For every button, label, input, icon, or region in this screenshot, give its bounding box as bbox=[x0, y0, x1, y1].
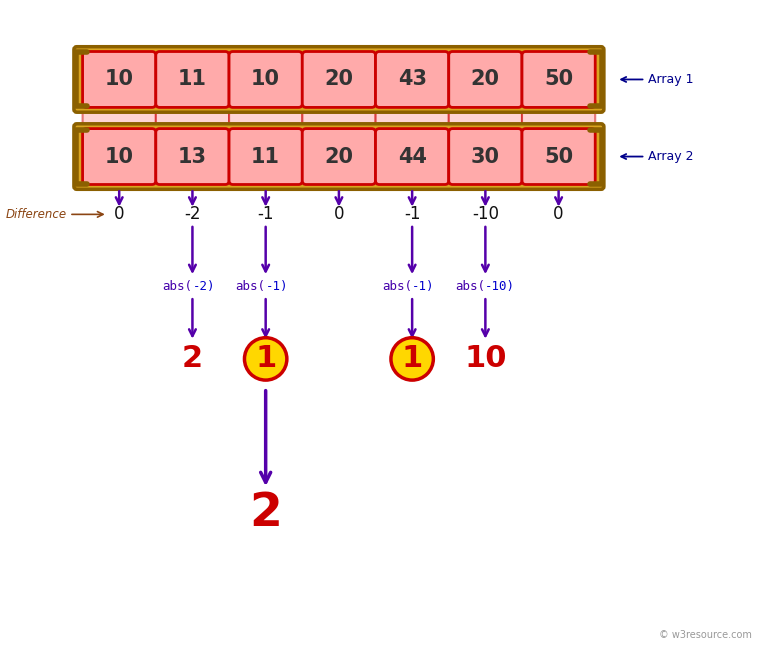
Text: 10: 10 bbox=[105, 147, 134, 166]
Text: 2: 2 bbox=[182, 345, 203, 374]
FancyBboxPatch shape bbox=[375, 51, 448, 108]
Text: 11: 11 bbox=[178, 69, 207, 90]
FancyBboxPatch shape bbox=[302, 51, 375, 108]
Text: 50: 50 bbox=[544, 69, 573, 90]
Text: abs(: abs( bbox=[163, 280, 192, 293]
Text: -1): -1) bbox=[266, 280, 288, 293]
Text: 0: 0 bbox=[114, 205, 125, 223]
FancyBboxPatch shape bbox=[448, 51, 522, 108]
FancyBboxPatch shape bbox=[83, 129, 156, 185]
Text: abs(: abs( bbox=[236, 280, 266, 293]
FancyBboxPatch shape bbox=[375, 129, 448, 185]
Text: -1: -1 bbox=[404, 205, 420, 223]
Ellipse shape bbox=[391, 338, 433, 380]
FancyBboxPatch shape bbox=[156, 51, 229, 185]
Text: Difference: Difference bbox=[6, 208, 67, 221]
Text: -1: -1 bbox=[258, 205, 274, 223]
Text: -10: -10 bbox=[472, 205, 499, 223]
Text: 0: 0 bbox=[553, 205, 564, 223]
Text: -2: -2 bbox=[184, 205, 201, 223]
Text: 1: 1 bbox=[401, 345, 423, 374]
FancyBboxPatch shape bbox=[302, 129, 375, 185]
Text: 43: 43 bbox=[397, 69, 426, 90]
Text: Array 2: Array 2 bbox=[621, 150, 694, 163]
Text: -10): -10) bbox=[486, 280, 515, 293]
Text: 10: 10 bbox=[251, 69, 280, 90]
Text: 20: 20 bbox=[325, 69, 353, 90]
Text: abs(: abs( bbox=[455, 280, 486, 293]
FancyBboxPatch shape bbox=[229, 129, 302, 185]
FancyBboxPatch shape bbox=[302, 51, 375, 185]
FancyBboxPatch shape bbox=[156, 129, 229, 185]
Text: 50: 50 bbox=[544, 147, 573, 166]
Text: -2): -2) bbox=[192, 280, 215, 293]
Text: 10: 10 bbox=[105, 69, 134, 90]
FancyBboxPatch shape bbox=[448, 129, 522, 185]
FancyBboxPatch shape bbox=[229, 51, 302, 185]
Text: 20: 20 bbox=[471, 69, 500, 90]
Ellipse shape bbox=[245, 338, 287, 380]
FancyBboxPatch shape bbox=[375, 51, 448, 185]
Text: 1: 1 bbox=[255, 345, 277, 374]
Text: 11: 11 bbox=[251, 147, 280, 166]
Text: -1): -1) bbox=[412, 280, 435, 293]
Text: abs(: abs( bbox=[382, 280, 412, 293]
Text: 13: 13 bbox=[178, 147, 207, 166]
Text: 30: 30 bbox=[471, 147, 500, 166]
FancyBboxPatch shape bbox=[229, 51, 302, 108]
Text: 2: 2 bbox=[249, 490, 282, 535]
FancyBboxPatch shape bbox=[522, 129, 595, 185]
Text: 44: 44 bbox=[397, 147, 426, 166]
FancyBboxPatch shape bbox=[522, 51, 595, 185]
FancyBboxPatch shape bbox=[83, 51, 156, 108]
FancyBboxPatch shape bbox=[156, 51, 229, 108]
Text: © w3resource.com: © w3resource.com bbox=[660, 630, 752, 640]
FancyBboxPatch shape bbox=[74, 124, 604, 189]
Text: 0: 0 bbox=[334, 205, 344, 223]
FancyBboxPatch shape bbox=[522, 51, 595, 108]
Text: 10: 10 bbox=[464, 345, 507, 374]
FancyBboxPatch shape bbox=[448, 51, 522, 185]
Text: 20: 20 bbox=[325, 147, 353, 166]
FancyBboxPatch shape bbox=[83, 51, 156, 185]
Text: Array 1: Array 1 bbox=[621, 73, 694, 86]
FancyBboxPatch shape bbox=[74, 47, 604, 112]
